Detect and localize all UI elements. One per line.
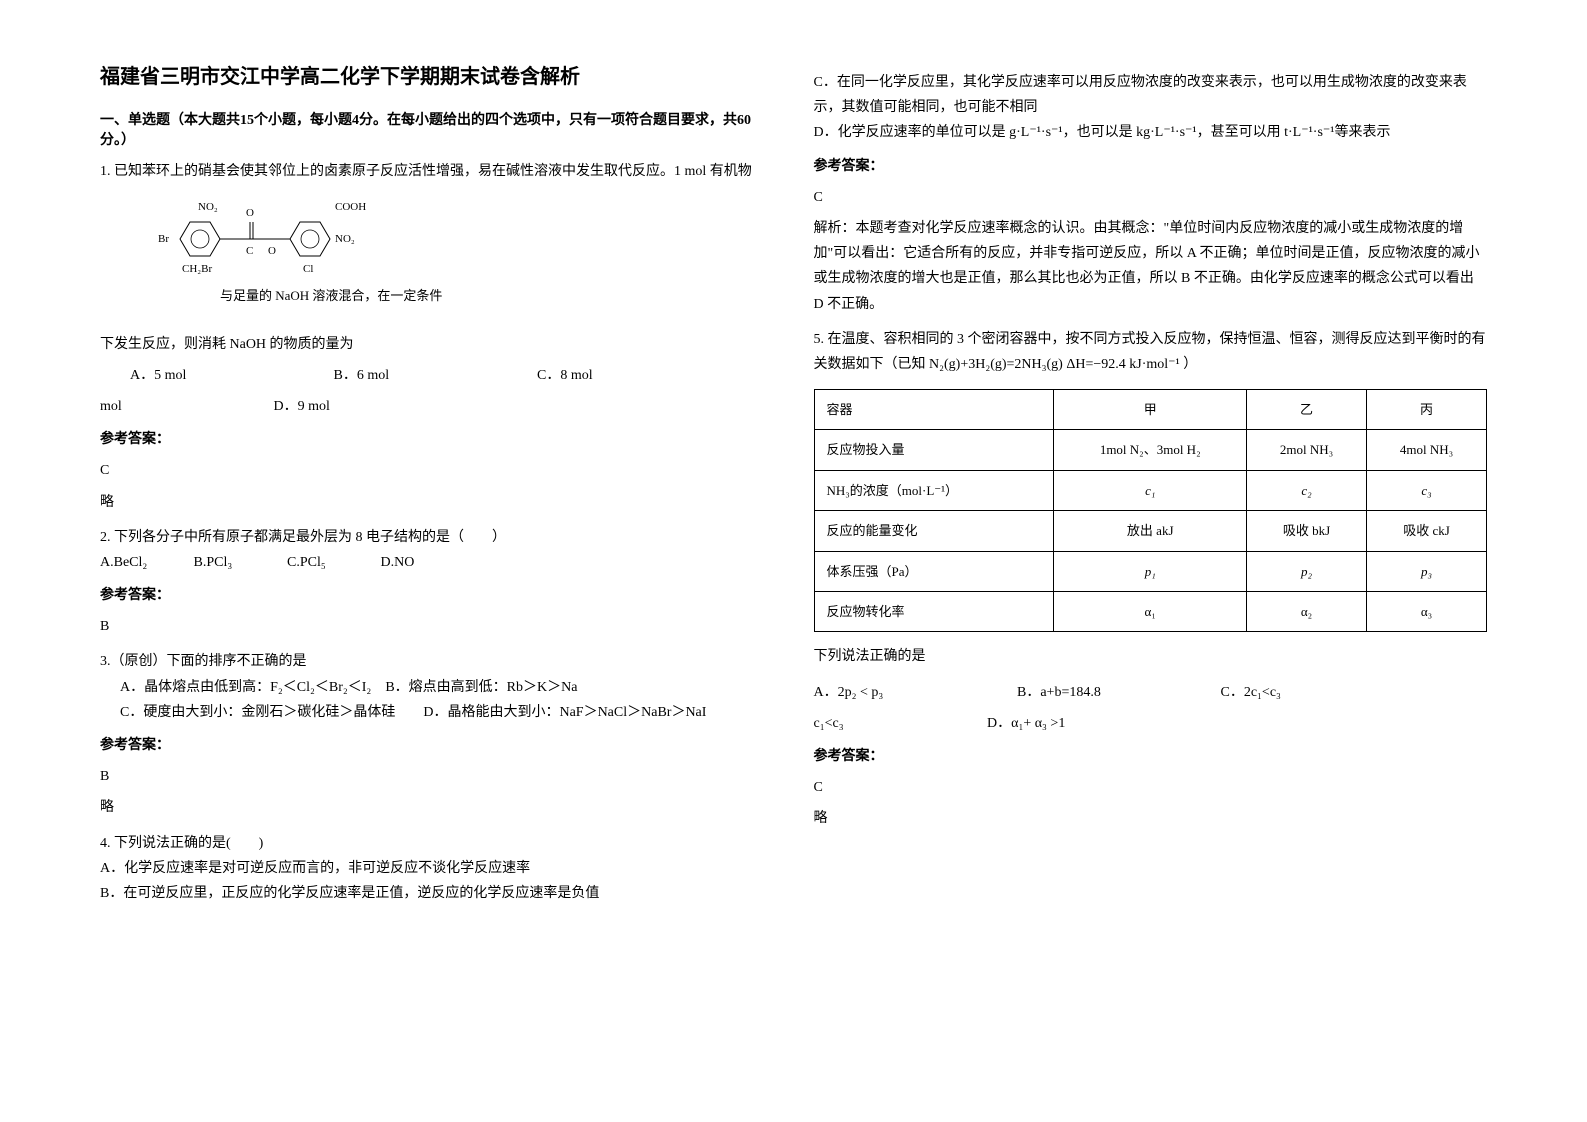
r1c2: 2mol NH₃ [1247, 430, 1367, 470]
r3c0: 反应的能量变化 [814, 511, 1054, 551]
r5c2: α₂ [1247, 592, 1367, 632]
r3c3: 吸收 ckJ [1367, 511, 1487, 551]
q2-opt-a: A.BeCl₂ [100, 550, 190, 575]
mol-no2-a: NO₂ [198, 198, 218, 218]
r4c3: p₃ [1367, 551, 1487, 591]
table-row: 体系压强（Pa） p₁ p₂ p₃ [814, 551, 1487, 591]
q4-opt-d: D．化学反应速率的单位可以是 g·L⁻¹·s⁻¹，也可以是 kg·L⁻¹·s⁻¹… [814, 120, 1488, 145]
q2-answer: B [100, 614, 774, 639]
q5-opt-c: C．2c₁<c₃ [1221, 680, 1281, 705]
question-5: 5. 在温度、容积相同的 3 个密闭容器中，按不同方式投入反应物，保持恒温、恒容… [814, 327, 1488, 832]
mol-cl: Cl [303, 260, 313, 280]
q3-opt-c: C．硬度由大到小：金刚石＞碳化硅＞晶体硅 [120, 700, 395, 725]
q1-opt-a: A．5 mol [130, 363, 330, 388]
q5-table: 容器 甲 乙 丙 反应物投入量 1mol N₂、3mol H₂ 2mol NH₃… [814, 389, 1488, 632]
r2c1: c₁ [1054, 470, 1247, 510]
q5-opt-d: D．α₁+ α₃ >1 [987, 711, 1065, 736]
r1c0: 反应物投入量 [814, 430, 1054, 470]
r3c2: 吸收 bkJ [1247, 511, 1367, 551]
q5-note: 略 [814, 806, 1488, 831]
page-title: 福建省三明市交江中学高二化学下学期期末试卷含解析 [100, 60, 774, 89]
th-jia: 甲 [1054, 390, 1247, 430]
mol-o-top: O [246, 204, 254, 224]
mol-o-mid: O [268, 242, 276, 262]
q5-answer: C [814, 775, 1488, 800]
q3-opt-b: B．熔点由高到低：Rb＞K＞Na [385, 675, 577, 700]
q2-opt-c: C.PCl₅ [287, 550, 377, 575]
q5-answer-label: 参考答案： [814, 744, 1488, 769]
q2-stem: 2. 下列各分子中所有原子都满足最外层为 8 电子结构的是（ ） [100, 525, 774, 550]
q3-stem: 3.（原创）下面的排序不正确的是 [100, 649, 774, 674]
q1-opt-d: D．9 mol [274, 394, 330, 419]
r4c1: p₁ [1054, 551, 1247, 591]
q4-explain: 解析：本题考查对化学反应速率概念的认识。由其概念："单位时间内反应物浓度的减小或… [814, 216, 1488, 317]
r2c0: NH₃的浓度（mol·L⁻¹） [814, 470, 1054, 510]
q1-opt-b: B．6 mol [334, 363, 534, 388]
table-row: NH₃的浓度（mol·L⁻¹） c₁ c₂ c₃ [814, 470, 1487, 510]
q1-molecule: NO₂ Br CH₂Br O C O Cl COOH NO₂ 与足量的 NaOH… [140, 194, 774, 307]
q5-after-table: 下列说法正确的是 [814, 644, 1488, 669]
r4c0: 体系压强（Pa） [814, 551, 1054, 591]
mol-c: C [246, 242, 253, 262]
q3-opt-a: A．晶体熔点由低到高：F₂＜Cl₂＜Br₂＜I₂ [120, 675, 371, 700]
q5-opt-a: A．2p₂ < p₃ [814, 680, 1014, 705]
mol-ch2br: CH₂Br [182, 260, 212, 280]
q1-answer: C [100, 458, 774, 483]
q4-answer: C [814, 185, 1488, 210]
r1c1: 1mol N₂、3mol H₂ [1054, 430, 1247, 470]
r2c3: c₃ [1367, 470, 1487, 510]
r3c1: 放出 akJ [1054, 511, 1247, 551]
th-container: 容器 [814, 390, 1054, 430]
table-row: 反应物投入量 1mol N₂、3mol H₂ 2mol NH₃ 4mol NH₃ [814, 430, 1487, 470]
r4c2: p₂ [1247, 551, 1367, 591]
q2-opt-d: D.NO [381, 550, 415, 575]
q4-opt-b: B．在可逆反应里，正反应的化学反应速率是正值，逆反应的化学反应速率是负值 [100, 881, 774, 906]
question-2: 2. 下列各分子中所有原子都满足最外层为 8 电子结构的是（ ） A.BeCl₂… [100, 525, 774, 640]
q3-note: 略 [100, 795, 774, 820]
table-row: 反应的能量变化 放出 akJ 吸收 bkJ 吸收 ckJ [814, 511, 1487, 551]
q3-answer-label: 参考答案： [100, 733, 774, 758]
q2-answer-label: 参考答案： [100, 583, 774, 608]
q4-stem: 4. 下列说法正确的是( ) [100, 831, 774, 856]
r1c3: 4mol NH₃ [1367, 430, 1487, 470]
q5-opt-b: B．a+b=184.8 [1017, 680, 1217, 705]
section-header: 一、单选题（本大题共15个小题，每小题4分。在每小题给出的四个选项中，只有一项符… [100, 109, 774, 149]
q4-opt-a: A．化学反应速率是对可逆反应而言的，非可逆反应不谈化学反应速率 [100, 856, 774, 881]
q3-answer: B [100, 764, 774, 789]
question-4-cont: C．在同一化学反应里，其化学反应速率可以用反应物浓度的改变来表示，也可以用生成物… [814, 70, 1488, 317]
question-4-start: 4. 下列说法正确的是( ) A．化学反应速率是对可逆反应而言的，非可逆反应不谈… [100, 831, 774, 907]
table-row: 反应物转化率 α₁ α₂ α₃ [814, 592, 1487, 632]
right-column: C．在同一化学反应里，其化学反应速率可以用反应物浓度的改变来表示，也可以用生成物… [794, 60, 1508, 1062]
q5-eq-tail: ） [1183, 357, 1197, 372]
r5c0: 反应物转化率 [814, 592, 1054, 632]
r5c3: α₃ [1367, 592, 1487, 632]
q1-note: 略 [100, 490, 774, 515]
mol-no2-b: NO₂ [335, 230, 355, 250]
q4-opt-c: C．在同一化学反应里，其化学反应速率可以用反应物浓度的改变来表示，也可以用生成物… [814, 70, 1488, 120]
left-column: 福建省三明市交江中学高二化学下学期期末试卷含解析 一、单选题（本大题共15个小题… [80, 60, 794, 1062]
q1-stem: 1. 已知苯环上的硝基会使其邻位上的卤素原子反应活性增强，易在碱性溶液中发生取代… [100, 159, 774, 184]
r2c2: c₂ [1247, 470, 1367, 510]
q1-tail: 与足量的 NaOH 溶液混合，在一定条件 [220, 288, 442, 303]
q2-opt-b: B.PCl₃ [194, 550, 284, 575]
mol-br: Br [158, 230, 169, 250]
q1-answer-label: 参考答案： [100, 427, 774, 452]
question-3: 3.（原创）下面的排序不正确的是 A．晶体熔点由低到高：F₂＜Cl₂＜Br₂＜I… [100, 649, 774, 820]
table-row: 容器 甲 乙 丙 [814, 390, 1487, 430]
r5c1: α₁ [1054, 592, 1247, 632]
q5-eq: N₂(g)+3H₂(g)=2NH₃(g) ΔH=−92.4 kJ·mol⁻¹ [929, 357, 1180, 372]
question-1: 1. 已知苯环上的硝基会使其邻位上的卤素原子反应活性增强，易在碱性溶液中发生取代… [100, 159, 774, 515]
q3-opt-d: D．晶格能由大到小：NaF＞NaCl＞NaBr＞NaI [423, 700, 706, 725]
mol-cooh: COOH [335, 198, 366, 218]
q5-opt-c-cont: c₁<c₃ [814, 711, 984, 736]
th-bing: 丙 [1367, 390, 1487, 430]
q1-opt-c: C．8 mol [537, 363, 593, 388]
q4-answer-label: 参考答案： [814, 154, 1488, 179]
q1-line2: 下发生反应，则消耗 NaOH 的物质的量为 [100, 332, 774, 357]
th-yi: 乙 [1247, 390, 1367, 430]
